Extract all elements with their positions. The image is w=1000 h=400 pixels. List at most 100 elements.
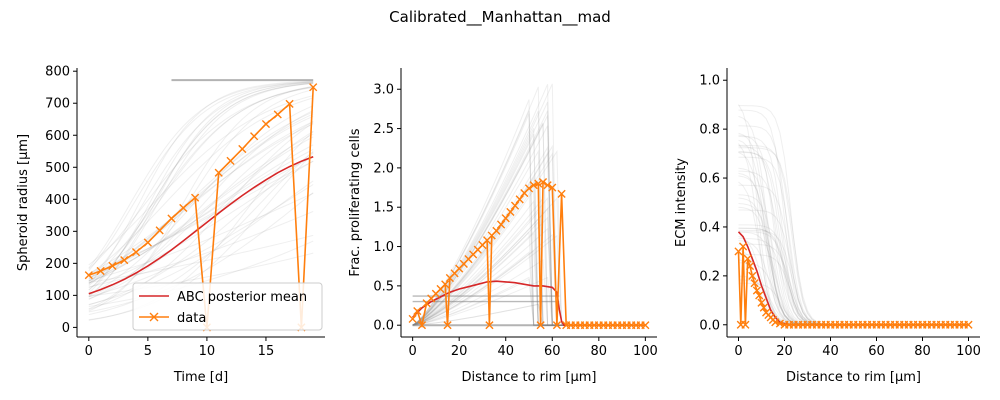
- y-tick-label: 0: [62, 321, 70, 336]
- data-point: [538, 177, 548, 187]
- posterior-sample-line: [88, 111, 314, 282]
- posterior-samples: [412, 83, 646, 327]
- posterior-sample-line: [88, 97, 314, 276]
- posterior-sample-line: [88, 192, 314, 282]
- posterior-sample-line: [88, 105, 314, 296]
- y-tick-label: 1.0: [373, 240, 394, 255]
- data-point: [552, 321, 562, 330]
- x-axis-label: Distance to rim [μm]: [462, 370, 597, 385]
- data-point: [515, 195, 524, 204]
- posterior-sample-line: [88, 87, 314, 270]
- posterior-sample-line: [88, 136, 314, 284]
- posterior-mean-line: [88, 155, 314, 295]
- data-point: [443, 321, 452, 330]
- x-tick-label: 20: [776, 344, 793, 359]
- figure-title: Calibrated__Manhattan__mad: [389, 8, 611, 27]
- y-tick-label: 0.5: [373, 279, 394, 294]
- posterior-sample-line: [88, 130, 314, 300]
- posterior-sample-line: [412, 207, 646, 326]
- posterior-sample-line: [88, 123, 314, 275]
- x-axis-label: Distance to rim [μm]: [786, 370, 921, 385]
- data-point: [309, 83, 318, 92]
- data-point: [155, 226, 164, 235]
- axes: 0 5 10 15 0 100 200 300 400 500 600 700 800: [45, 65, 325, 359]
- y-tick-label: 800: [45, 65, 70, 80]
- data-point: [501, 214, 510, 223]
- data-point: [191, 193, 200, 202]
- data-point: [741, 320, 750, 329]
- posterior-sample-line: [88, 152, 314, 321]
- data-point: [641, 321, 650, 330]
- posterior-sample-line: [88, 133, 314, 284]
- posterior-sample-line: [88, 81, 314, 272]
- posterior-sample-line: [88, 82, 314, 291]
- posterior-sample-line: [88, 240, 314, 307]
- data-point: [752, 286, 761, 295]
- data-point: [441, 280, 450, 289]
- data-point: [506, 207, 515, 217]
- data-point: [485, 321, 494, 330]
- data-point: [417, 321, 427, 330]
- posterior-sample-line: [88, 122, 314, 310]
- posterior-sample-line: [88, 148, 314, 279]
- data-point: [273, 110, 282, 119]
- y-tick-label: 200: [45, 257, 70, 272]
- posterior-sample-line: [88, 115, 314, 280]
- data-point: [755, 291, 764, 300]
- legend-label-posterior: ABC posterior mean: [177, 290, 307, 305]
- posterior-sample-line: [88, 95, 314, 266]
- y-tick-label: 400: [45, 193, 70, 208]
- data-point: [536, 321, 545, 330]
- legend: ABC posterior mean data: [132, 282, 323, 331]
- legend-marker-data: [149, 312, 159, 322]
- posterior-sample-line: [88, 121, 314, 298]
- x-tick-label: 0: [408, 344, 416, 359]
- series-group: [408, 177, 650, 330]
- x-tick-label: 60: [868, 344, 885, 359]
- data-point: [167, 214, 176, 223]
- posterior-sample-line: [738, 132, 969, 326]
- data-point: [543, 181, 552, 190]
- posterior-sample-line: [88, 86, 314, 286]
- y-tick-label: 2.5: [373, 122, 394, 137]
- x-tick-label: 100: [956, 344, 981, 359]
- x-tick-label: 0: [734, 344, 742, 359]
- data-point: [214, 168, 223, 177]
- legend-frame: [132, 282, 323, 331]
- data-point: [285, 99, 294, 108]
- x-tick-label: 80: [914, 344, 931, 359]
- posterior-sample-line: [88, 81, 314, 294]
- posterior-sample-line: [88, 192, 314, 313]
- data-point: [131, 248, 141, 257]
- posterior-sample-line: [738, 145, 969, 326]
- data-point: [261, 119, 271, 129]
- data-point: [510, 201, 520, 210]
- posterior-sample-line: [88, 85, 314, 312]
- data-point: [534, 179, 543, 188]
- x-tick-label: 100: [633, 344, 658, 359]
- posterior-sample-line: [88, 86, 314, 283]
- x-tick-label: 40: [822, 344, 839, 359]
- x-tick-label: 0: [85, 344, 93, 359]
- data-point: [238, 144, 247, 154]
- posterior-sample-line: [88, 121, 314, 279]
- x-tick-label: 60: [544, 344, 561, 359]
- posterior-sample-line: [88, 81, 314, 298]
- data-point: [748, 271, 757, 280]
- data-point: [739, 242, 748, 251]
- data-point: [84, 271, 93, 280]
- y-tick-label: 600: [45, 129, 70, 144]
- posterior-sample-line: [88, 82, 314, 291]
- data-point: [743, 254, 752, 263]
- y-tick-label: 1.5: [373, 201, 394, 216]
- y-tick-label: 1.0: [699, 74, 720, 89]
- y-tick-label: 3.0: [373, 83, 394, 98]
- posterior-sample-line: [88, 82, 314, 297]
- data-point: [750, 279, 759, 288]
- data-point: [757, 298, 766, 307]
- series-group: [734, 231, 973, 329]
- y-tick-label: 700: [45, 97, 70, 112]
- data-point: [775, 319, 784, 328]
- data-point: [250, 132, 259, 141]
